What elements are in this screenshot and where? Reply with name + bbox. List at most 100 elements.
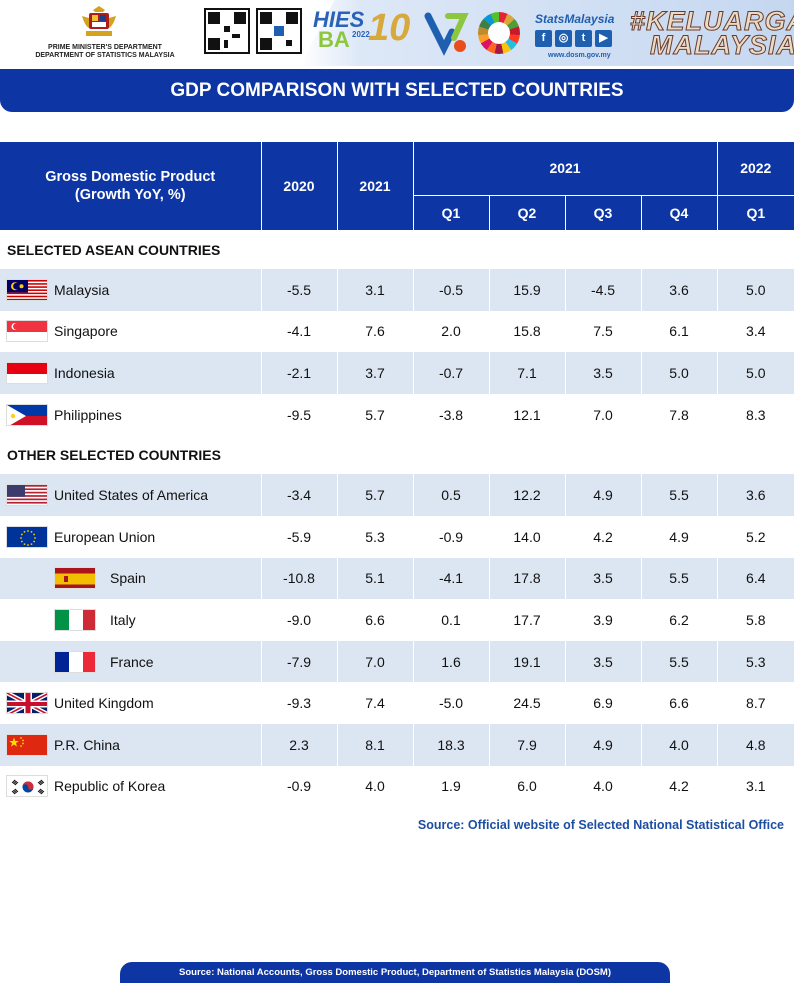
header-quarter: Q3 [565,195,642,231]
value-cell: 7.0 [337,640,414,683]
value-cell: 4.9 [641,515,718,558]
malaysia-crest-icon [82,6,116,36]
value-cell: -0.7 [413,352,490,394]
department-line-2: DEPARTMENT OF STATISTICS MALAYSIA [35,52,175,59]
indonesia-flag-icon [6,361,48,384]
campaign-hashtag-line-2: MALAYSIA [650,30,794,60]
value-cell: 5.0 [717,269,794,311]
value-cell: -5.5 [261,269,338,311]
value-cell: 18.3 [413,723,490,766]
value-cell: 6.2 [641,599,718,641]
country-cell: France [0,640,262,683]
value-cell: 5.0 [717,352,794,394]
value-cell: 7.4 [337,682,414,724]
table-row: Indonesia -2.1 3.7 -0.7 7.1 3.5 5.0 5.0 [0,352,794,394]
value-cell: 7.1 [489,352,566,394]
sdg-wheel-icon [478,12,520,54]
table-row: P.R. China 2.3 8.1 18.3 7.9 4.9 4.0 4.8 [0,723,794,766]
singapore-flag-icon [6,320,48,343]
header-quarter: Q1 [413,195,490,231]
value-cell: 6.9 [565,682,642,724]
value-cell: 24.5 [489,682,566,724]
country-name: Indonesia [54,364,115,381]
page-header: PRIME MINISTER'S DEPARTMENT DEPARTMENT O… [0,0,794,66]
value-cell: 15.8 [489,310,566,353]
country-name: United States of America [54,487,209,504]
table-row: Philippines -9.5 5.7 -3.8 12.1 7.0 7.8 8.3 [0,393,794,436]
value-cell: -0.9 [261,765,338,808]
table-row: Republic of Korea -0.9 4.0 1.9 6.0 4.0 4.2 3.1 [0,765,794,808]
value-cell: 2.0 [413,310,490,353]
value-cell: 5.5 [641,557,718,600]
value-cell: 3.5 [565,352,642,394]
value-cell: 7.5 [565,310,642,353]
value-cell: 5.3 [717,640,794,683]
country-cell: Italy [0,599,262,641]
country-name: Philippines [54,406,122,423]
value-cell: 5.7 [337,474,414,516]
stats-malaysia-name: StatsMalaysia [535,12,615,26]
table-row: Italy -9.0 6.6 0.1 17.7 3.9 6.2 5.8 [0,599,794,641]
table-row: United Kingdom -9.3 7.4 -5.0 24.5 6.9 6.6 8.7 [0,682,794,724]
value-cell: 5.3 [337,515,414,558]
value-cell: 3.1 [746,778,766,795]
section-header: OTHER SELECTED COUNTRIES [0,435,794,474]
value-cell: 5.5 [641,640,718,683]
youtube-icon[interactable]: ▶ [595,30,612,47]
value-cell: 14.0 [489,515,566,558]
country-cell: Malaysia [0,269,262,311]
value-cell: -3.8 [413,393,490,436]
department-name: PRIME MINISTER'S DEPARTMENT DEPARTMENT O… [30,44,180,60]
italy-flag-icon [54,608,96,631]
anniversary-logo: 10 [368,7,411,49]
value-cell: -9.0 [261,599,338,641]
value-cell: 7.8 [641,393,718,436]
country-cell: United Kingdom [0,682,262,724]
value-cell: 8.3 [746,406,766,423]
value-cell: 12.2 [489,474,566,516]
value-cell: 6.1 [641,310,718,353]
eu-flag-icon [6,525,48,548]
header-quarter: Q4 [641,195,718,231]
header-indicator-label: Gross Domestic Product (Growth YoY, %) [0,142,262,231]
section-title: OTHER SELECTED COUNTRIES [7,446,221,463]
value-cell: -4.1 [413,557,490,600]
stats-url-link[interactable]: www.dosm.gov.my [548,52,611,59]
twitter-icon[interactable]: t [575,30,592,47]
value-cell: -0.9 [413,515,490,558]
philippines-flag-icon [6,403,48,426]
table-row: Malaysia -5.5 3.1 -0.5 15.9 -4.5 3.6 5.0 [0,269,794,311]
hies-logo-year: 2022 [352,30,370,39]
country-name: France [110,653,154,670]
instagram-icon[interactable]: ◎ [555,30,572,47]
value-cell: 5.1 [337,557,414,600]
source-note: Source: Official website of Selected Nat… [417,818,784,832]
value-cell: 5.5 [641,474,718,516]
facebook-icon[interactable]: f [535,30,552,47]
value-cell: 2.3 [261,723,338,766]
value-cell: 3.6 [717,474,794,516]
value-cell: -2.1 [261,352,338,394]
table-row: Spain -10.8 5.1 -4.1 17.8 3.5 5.5 6.4 [0,557,794,600]
country-name: Italy [110,611,136,628]
header-quarter: Q2 [489,195,566,231]
table-body: SELECTED ASEAN COUNTRIES Malaysia -5.5 3.1-… [0,230,794,808]
value-cell: 7.9 [489,723,566,766]
value-cell: 4.8 [717,723,794,766]
malaysia-flag-icon [6,278,48,301]
table-row: United States of America -3.4 5.7 0.5 12.2 4.… [0,474,794,516]
value-cell: 3.7 [337,352,414,394]
france-flag-icon [54,650,96,673]
china-flag-icon [6,733,48,756]
value-cell: 5.0 [641,352,718,394]
value-cell: 6.0 [489,765,566,808]
country-name: Malaysia [54,281,110,298]
country-name: European Union [54,528,156,545]
value-cell: -3.4 [261,474,338,516]
value-cell: 6.6 [337,599,414,641]
department-line-1: PRIME MINISTER'S DEPARTMENT [48,44,162,51]
value-cell: -7.9 [261,640,338,683]
value-cell: 6.4 [717,557,794,600]
value-cell: -9.5 [261,393,338,436]
value-cell: 3.5 [565,557,642,600]
